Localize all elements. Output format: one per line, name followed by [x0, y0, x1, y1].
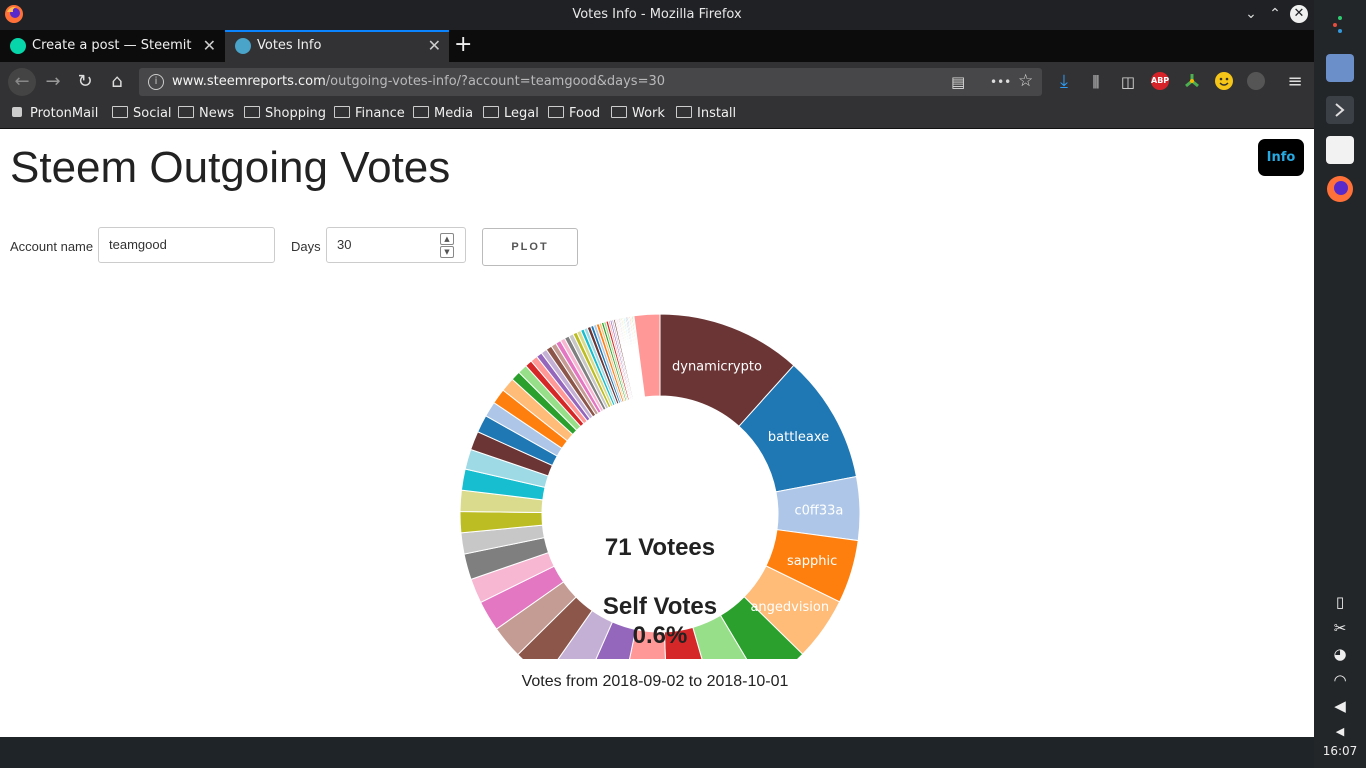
page-actions-icon[interactable]: •••: [990, 75, 1012, 89]
wifi-icon[interactable]: ◠: [1333, 671, 1347, 689]
bookmark-food[interactable]: Food: [548, 106, 600, 121]
bookmark-star-icon[interactable]: ☆: [1018, 71, 1034, 91]
tab-votes-info[interactable]: Votes Info ✕: [225, 30, 449, 62]
folder-icon: [334, 106, 350, 118]
home-button[interactable]: ⌂: [111, 71, 123, 92]
bookmark-finance[interactable]: Finance: [334, 106, 405, 121]
download-icon[interactable]: ⤓: [1060, 71, 1068, 92]
info-button[interactable]: Info: [1258, 139, 1304, 176]
slice-labels: dynamicrypto battleaxe c0ff33a sapphic anged…: [672, 360, 843, 615]
url-bar[interactable]: i www.steemreports.com/outgoing-votes-in…: [139, 68, 1042, 96]
close-window-button[interactable]: ✕: [1290, 5, 1308, 23]
extension-icon[interactable]: [1183, 72, 1201, 90]
discord-icon[interactable]: ◕: [1333, 645, 1347, 663]
library-icon[interactable]: ⫼: [1092, 73, 1100, 91]
terminal-icon[interactable]: [1326, 96, 1354, 124]
close-tab-icon[interactable]: ✕: [202, 36, 216, 55]
stepper-down-icon[interactable]: ▼: [440, 246, 454, 258]
slice-label: battleaxe: [768, 430, 829, 445]
bookmark-media[interactable]: Media: [413, 106, 473, 121]
volume-icon[interactable]: ◀: [1334, 697, 1346, 715]
slice-label: angedvision: [750, 600, 829, 615]
folder-icon: [483, 106, 499, 118]
slice-label: dynamicrypto: [672, 360, 762, 375]
globe-icon: [235, 38, 251, 54]
page-title: Steem Outgoing Votes: [10, 143, 451, 192]
donut-slice[interactable]: [633, 313, 661, 398]
side-panel: ▯ ✂ ◕ ◠ ◀ ◀ 16:07: [1314, 0, 1366, 768]
scissors-icon[interactable]: ✂: [1333, 619, 1347, 637]
clock[interactable]: 16:07: [1322, 744, 1358, 758]
firefox-panel-icon[interactable]: [1326, 175, 1354, 203]
app-launcher-icon[interactable]: [1326, 10, 1354, 38]
account-name-input[interactable]: teamgood: [98, 227, 275, 263]
steemit-icon: [10, 38, 26, 54]
bookmark-install[interactable]: Install: [676, 106, 736, 121]
file-manager-icon[interactable]: [1326, 54, 1354, 82]
minimize-button[interactable]: ⌄: [1245, 6, 1257, 22]
days-stepper[interactable]: ▲ ▼: [440, 233, 454, 258]
self-votes-label: Self Votes: [603, 593, 717, 620]
tab-label: Create a post — Steemit: [32, 38, 192, 53]
adblock-icon[interactable]: ABP: [1151, 72, 1169, 90]
stepper-up-icon[interactable]: ▲: [440, 233, 454, 245]
expand-tray-icon[interactable]: ◀: [1335, 725, 1345, 738]
firefox-icon: [5, 5, 23, 23]
votees-count: 71 Votees: [605, 534, 715, 561]
sidebar-icon[interactable]: ◫: [1120, 73, 1136, 91]
window-titlebar: Votes Info - Mozilla Firefox ⌄ ⌃ ✕: [0, 0, 1314, 30]
window-title: Votes Info - Mozilla Firefox: [572, 7, 742, 22]
menu-icon[interactable]: ≡: [1287, 71, 1303, 92]
folder-icon: [244, 106, 260, 118]
slice-label: sapphic: [787, 554, 837, 569]
folder-icon: [178, 106, 194, 118]
folder-icon: [548, 106, 564, 118]
forward-button[interactable]: →: [45, 71, 61, 92]
navigation-toolbar: ← → ↻ ⌂ i www.steemreports.com/outgoing-…: [0, 62, 1314, 102]
desktop-background: [0, 737, 1314, 768]
folder-icon: [413, 106, 429, 118]
tab-bar: Create a post — Steemit ✕ Votes Info ✕ +: [0, 30, 1314, 62]
days-label: Days: [291, 239, 321, 254]
folder-icon: [112, 106, 128, 118]
tab-label: Votes Info: [257, 38, 322, 53]
bookmark-shopping[interactable]: Shopping: [244, 106, 326, 121]
bookmarks-toolbar: ProtonMail Social News Shopping Finance …: [0, 102, 1314, 129]
date-range-text: Votes from 2018-09-02 to 2018-10-01: [521, 673, 789, 690]
back-button[interactable]: ←: [8, 68, 36, 96]
donut-slice[interactable]: [692, 614, 763, 659]
account-name-label: Account name: [10, 239, 94, 254]
url-text[interactable]: www.steemreports.com/outgoing-votes-info…: [172, 74, 666, 89]
web-page: Steem Outgoing Votes Info Account name t…: [0, 129, 1314, 737]
donut-slices: [459, 313, 861, 659]
bookmark-news[interactable]: News: [178, 106, 234, 121]
emoji-icon[interactable]: [1215, 72, 1233, 90]
bookmark-social[interactable]: Social: [112, 106, 172, 121]
maximize-button[interactable]: ⌃: [1269, 6, 1281, 22]
site-info-icon[interactable]: i: [148, 74, 164, 90]
clipboard-icon[interactable]: ▯: [1335, 593, 1345, 611]
self-votes-value: 0.6%: [633, 622, 688, 649]
lock-icon: [12, 107, 22, 117]
reload-button[interactable]: ↻: [77, 71, 93, 92]
new-tab-button[interactable]: +: [454, 32, 473, 57]
folder-icon: [676, 106, 692, 118]
folder-icon: [611, 106, 627, 118]
slice-label: c0ff33a: [794, 504, 843, 519]
close-tab-icon[interactable]: ✕: [427, 36, 441, 55]
plot-button[interactable]: PLOT: [482, 228, 578, 266]
reader-view-icon[interactable]: ▤: [951, 73, 966, 91]
donut-slice[interactable]: [619, 628, 668, 659]
sync-icon[interactable]: [1247, 72, 1265, 90]
bookmark-protonmail[interactable]: ProtonMail: [12, 106, 98, 121]
text-editor-icon[interactable]: [1326, 136, 1354, 164]
donut-slice[interactable]: [663, 626, 715, 659]
bookmark-work[interactable]: Work: [611, 106, 665, 121]
days-input[interactable]: 30: [326, 227, 466, 263]
bookmark-legal[interactable]: Legal: [483, 106, 539, 121]
votes-donut-chart: dynamicrypto battleaxe c0ff33a sapphic anged…: [459, 313, 861, 659]
tab-create-post[interactable]: Create a post — Steemit ✕: [0, 30, 224, 62]
